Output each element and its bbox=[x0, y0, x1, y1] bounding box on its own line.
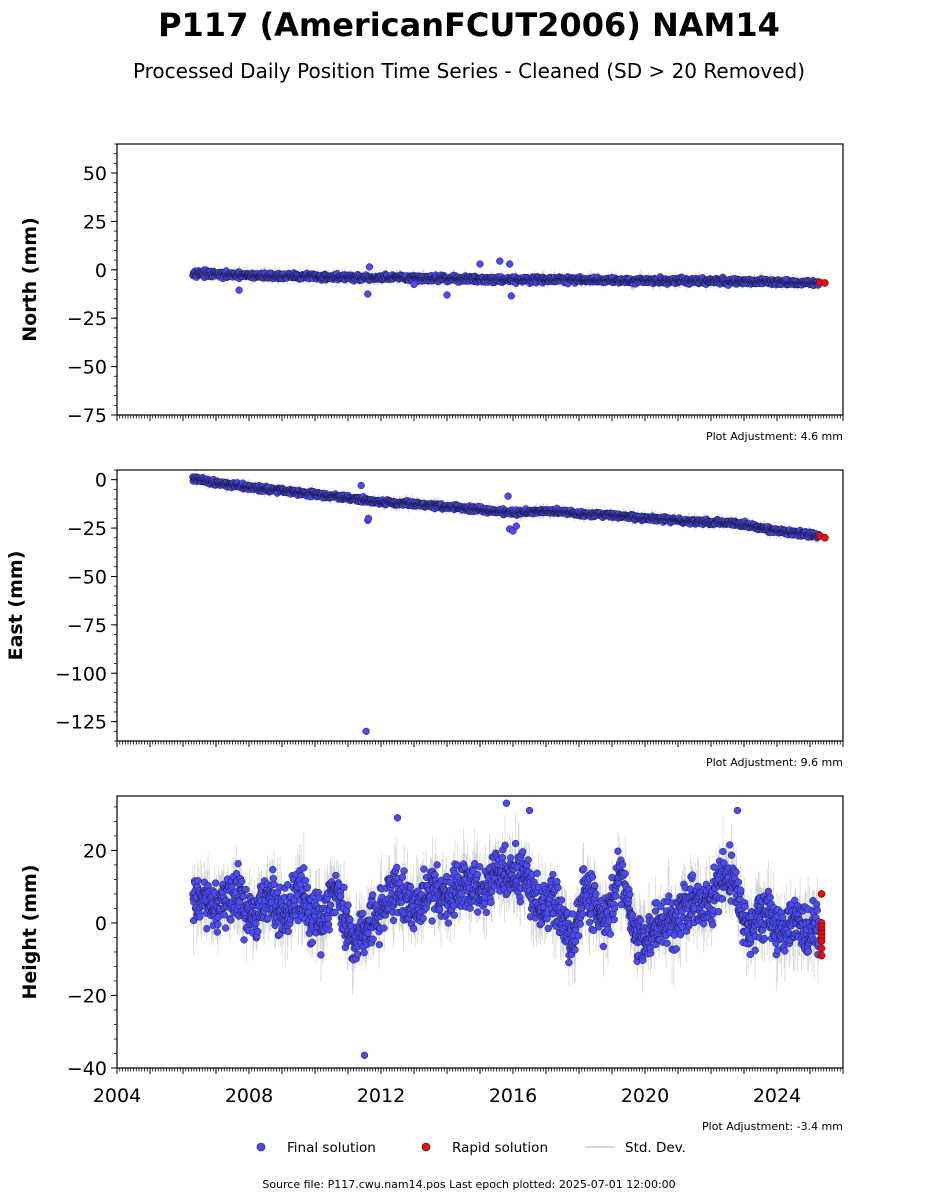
final-solution-outlier bbox=[506, 260, 514, 268]
final-series bbox=[189, 473, 823, 735]
final-solution-outlier bbox=[235, 286, 243, 294]
figure-title: P117 (AmericanFCUT2006) NAM14 bbox=[158, 6, 780, 44]
final-solution-outlier bbox=[507, 292, 516, 300]
final-solution-outlier bbox=[364, 290, 372, 298]
y-tick-label: −50 bbox=[67, 357, 107, 379]
rapid-series bbox=[816, 278, 829, 287]
figure-subtitle: Processed Daily Position Time Series - C… bbox=[133, 59, 805, 83]
final-solution-outlier bbox=[410, 280, 418, 288]
y-tick-label: 25 bbox=[83, 211, 107, 233]
y-tick-label: −75 bbox=[67, 405, 107, 427]
rapid-solution-point bbox=[821, 279, 829, 287]
y-tick-label: 0 bbox=[95, 260, 107, 282]
north-panel: 50 25 0 −25 −50 −75 North (mm) bbox=[19, 143, 844, 427]
final-solution-outlier bbox=[443, 291, 451, 299]
y-tick-label: −25 bbox=[67, 308, 107, 330]
final-solution-outlier bbox=[476, 260, 484, 268]
y-tick-label: 50 bbox=[83, 163, 107, 185]
plot-area bbox=[189, 257, 829, 300]
plot-area bbox=[189, 470, 829, 735]
y-axis-label: North (mm) bbox=[19, 217, 41, 342]
final-solution-outlier bbox=[496, 257, 504, 265]
final-solution-outlier bbox=[365, 263, 374, 271]
final-series bbox=[189, 257, 823, 300]
